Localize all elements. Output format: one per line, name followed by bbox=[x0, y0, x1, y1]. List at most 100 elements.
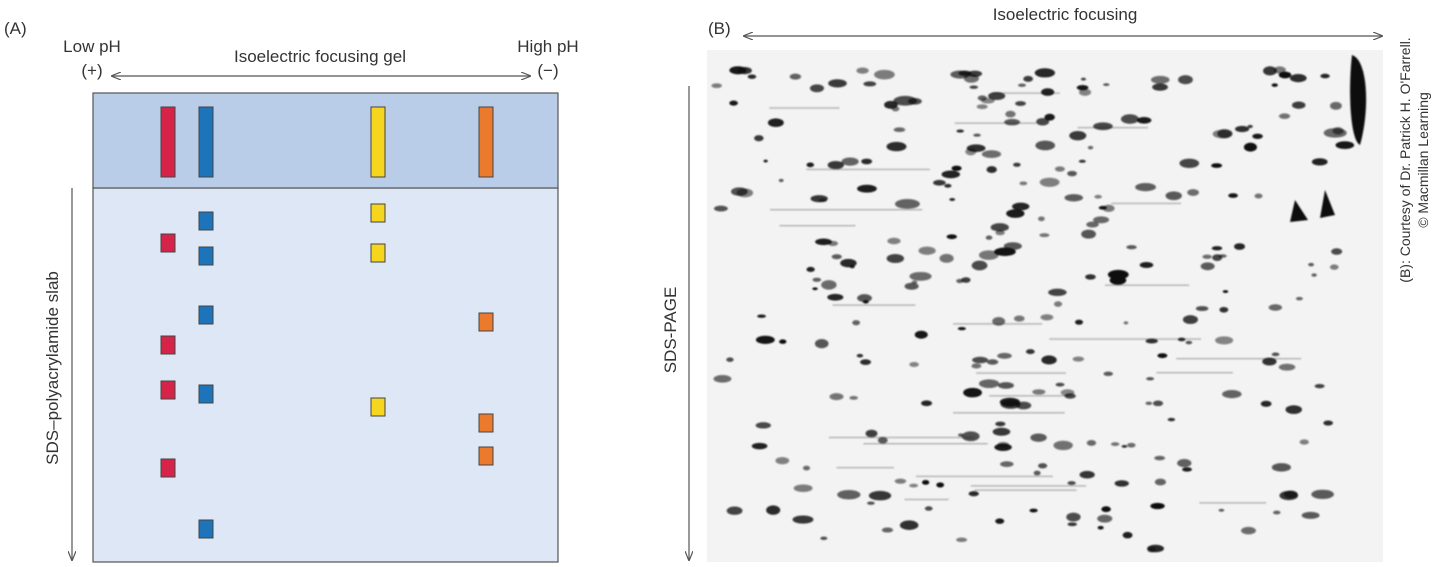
gel-spot bbox=[1033, 470, 1041, 476]
gel-spot bbox=[713, 205, 728, 212]
gel-streak bbox=[1156, 371, 1233, 374]
gel-spot bbox=[803, 465, 810, 471]
gel-spot bbox=[827, 293, 844, 301]
credit-line: (B): Courtesy of Dr. Patrick H. O'Farrel… bbox=[1397, 37, 1413, 282]
gel-spot bbox=[812, 277, 822, 282]
gel-spot bbox=[1120, 114, 1139, 124]
gel-spot bbox=[1185, 340, 1193, 345]
panel-label: (B) bbox=[708, 19, 731, 38]
gel-spot bbox=[729, 100, 738, 106]
band-yellow bbox=[370, 106, 386, 178]
gel-spot bbox=[1247, 124, 1253, 129]
gel-spot bbox=[766, 505, 781, 515]
gel-spot bbox=[863, 81, 877, 87]
gel-streak bbox=[1176, 357, 1302, 360]
gel-spot bbox=[866, 501, 875, 505]
gel-spot bbox=[1314, 384, 1325, 389]
gel-spot bbox=[1260, 400, 1272, 407]
gel-spot bbox=[978, 379, 1000, 388]
gel-spot bbox=[857, 294, 872, 303]
gel-spot bbox=[998, 382, 1014, 389]
protein-spot bbox=[478, 446, 494, 466]
gel-spot bbox=[713, 375, 732, 383]
gel-spot bbox=[1048, 288, 1067, 297]
gel-spot bbox=[886, 253, 905, 264]
gel-streak bbox=[976, 372, 1066, 374]
gel-streak bbox=[991, 92, 1060, 94]
gel-spot bbox=[767, 118, 784, 128]
gel-spot bbox=[990, 223, 1009, 232]
gel-spot bbox=[971, 363, 982, 369]
gel-streak bbox=[1049, 338, 1202, 340]
protein-spot bbox=[198, 519, 214, 539]
gel-spot bbox=[1268, 304, 1283, 311]
gel-spot bbox=[1081, 229, 1096, 239]
gel-spot bbox=[841, 157, 859, 166]
band-red bbox=[160, 106, 176, 178]
gel-spot bbox=[1035, 140, 1056, 151]
gel-streak bbox=[915, 475, 1053, 478]
protein-spot bbox=[160, 335, 176, 355]
gel-spot bbox=[1111, 442, 1120, 447]
gel-spot bbox=[1066, 512, 1081, 522]
gel-spot bbox=[1012, 202, 1030, 211]
gel-spot bbox=[861, 158, 873, 165]
gel-spot bbox=[977, 95, 987, 101]
gel-spot bbox=[810, 195, 828, 203]
gel-spot bbox=[737, 66, 752, 75]
gel-spot bbox=[1271, 463, 1291, 472]
gel-spot bbox=[1018, 83, 1026, 87]
gel-spot bbox=[956, 537, 968, 543]
gel-spot bbox=[751, 442, 768, 450]
gel-spot bbox=[763, 159, 768, 163]
gel-spot bbox=[1222, 290, 1229, 293]
gel-streak bbox=[832, 304, 916, 306]
gel-spot bbox=[893, 127, 906, 133]
gel-spot bbox=[961, 431, 980, 442]
gel-spot bbox=[881, 527, 894, 533]
protein-spot bbox=[478, 312, 494, 332]
gel-spot bbox=[1034, 68, 1056, 78]
gel-spot bbox=[1038, 216, 1045, 222]
gel-spot bbox=[1097, 525, 1104, 530]
credit-line: © Macmillan Learning bbox=[1415, 92, 1431, 228]
gel-spot bbox=[1053, 301, 1063, 307]
gel-spot bbox=[921, 480, 930, 485]
gel-spot bbox=[992, 427, 1011, 436]
gel-spot bbox=[1101, 506, 1111, 513]
band-blue bbox=[198, 106, 214, 178]
gel-spot bbox=[949, 198, 956, 201]
gel-spot bbox=[1060, 389, 1075, 396]
gel-spot bbox=[874, 69, 895, 80]
gel-spot bbox=[793, 484, 813, 492]
gel-streak bbox=[970, 485, 1087, 487]
gel-spot bbox=[726, 357, 734, 362]
gel-spot bbox=[1087, 145, 1094, 150]
gel-streak bbox=[953, 412, 1065, 414]
gel-spot bbox=[1139, 262, 1154, 269]
gel-spot bbox=[1123, 321, 1129, 325]
gel-spot bbox=[1038, 463, 1048, 469]
gel-spot bbox=[1330, 101, 1342, 110]
gel-spot bbox=[1278, 113, 1291, 119]
gel-smear bbox=[1290, 190, 1335, 222]
gel-spot bbox=[1329, 264, 1339, 270]
gel-spot bbox=[1211, 163, 1223, 168]
gel-spot bbox=[821, 280, 837, 290]
gel-spot bbox=[1262, 357, 1277, 366]
gel-spot bbox=[936, 482, 945, 488]
protein-spot bbox=[160, 233, 176, 253]
gel-spot bbox=[994, 247, 1016, 257]
protein-spot bbox=[198, 305, 214, 325]
gel-spot bbox=[1029, 508, 1038, 513]
gel-spot bbox=[981, 150, 1002, 159]
gel-spot bbox=[1241, 526, 1256, 535]
gel-spot bbox=[963, 387, 982, 398]
gel-spot bbox=[1094, 194, 1102, 199]
gel-spot bbox=[921, 400, 933, 407]
gel-spot bbox=[978, 250, 999, 260]
gel-spot bbox=[868, 490, 892, 501]
gel-spot bbox=[1308, 262, 1314, 267]
gel-spot bbox=[911, 280, 918, 284]
gel-spot bbox=[1263, 66, 1277, 76]
